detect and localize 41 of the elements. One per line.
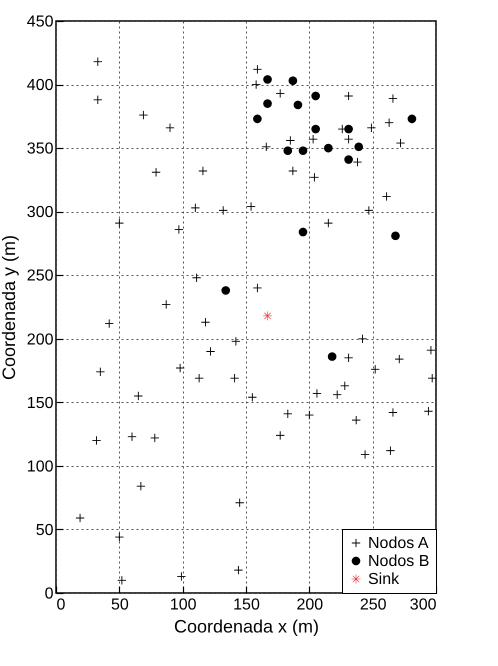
point [298,228,308,236]
point [288,76,298,86]
y-tick-label: 350 [26,140,54,158]
x-tick-label: 250 [360,596,387,614]
point [391,231,400,240]
point [311,92,320,100]
y-tick-label: 0 [44,586,54,602]
x-tick-label: 100 [170,596,197,614]
y-tick-label: 50 [36,522,54,539]
point [253,114,262,124]
point [221,286,230,295]
point [294,100,302,110]
legend-label: Nodos B [368,553,430,570]
point [263,311,272,320]
point [328,352,336,361]
legend-label: Nodos A [368,535,429,552]
y-tick-label: 450 [26,14,54,30]
x-tick-label: 300 [410,596,437,614]
point [311,124,320,134]
x-axis-title: Coordenada x (m) [174,616,320,636]
point [344,124,353,134]
point [344,155,353,164]
point [263,75,272,84]
x-tick-label: 0 [56,596,66,614]
point [408,114,416,124]
y-tick-label: 250 [26,268,54,285]
point [354,142,364,152]
y-tick-label: 200 [26,331,54,348]
y-tick-label: 150 [26,394,54,412]
x-tick-label: 150 [233,596,260,614]
point [283,146,292,155]
point [298,146,308,155]
x-tick-label: 200 [296,596,324,614]
y-tick-label: 400 [26,77,54,94]
y-axis-title: Coordenada y (m) [0,234,19,380]
y-tick-label: 300 [26,204,54,222]
y-tick-label: 100 [26,458,54,476]
x-tick-label: 50 [110,596,129,614]
point [324,144,333,152]
legend-label: Sink [368,571,400,588]
point [263,99,272,108]
